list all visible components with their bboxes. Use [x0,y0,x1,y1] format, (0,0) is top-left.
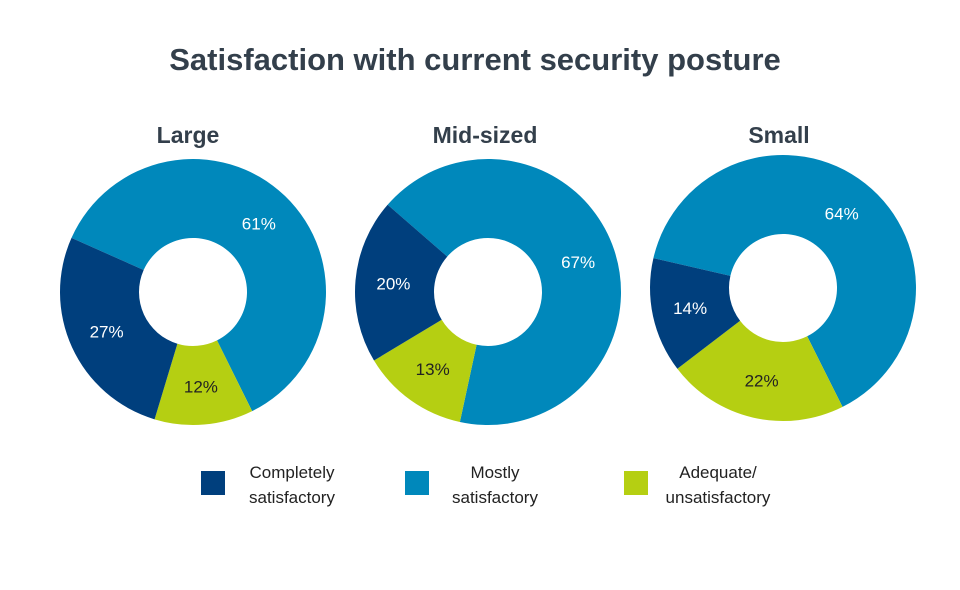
donut-mid-sized: Mid-sized 67% 13% 20% [354,122,622,425]
data-label-mid-sized-adequate: 13% [416,360,450,379]
donut-slice-small-completely [649,258,741,369]
data-label-large-completely: 27% [90,323,124,342]
donut-slice-mid-sized-mostly [387,159,622,425]
donut-title-mid-sized: Mid-sized [433,122,538,148]
donut-slice-large-adequate [154,340,253,426]
donut-title-large: Large [157,122,220,148]
donut-large: Large 61% 12% 27% [60,122,326,426]
donut-title-small: Small [748,122,809,148]
donut-slice-mid-sized-completely [354,204,448,361]
legend-swatch-completely [201,471,225,495]
data-label-mid-sized-mostly: 67% [561,253,595,272]
legend-label-mostly: Mostly satisfactory [452,463,538,507]
legend-swatch-mostly [405,471,429,495]
data-label-large-mostly: 61% [242,214,276,233]
donut-small: Small 64% 22% 14% [649,122,916,421]
donut-slice-small-mostly [653,155,916,407]
data-label-small-mostly: 64% [825,204,859,223]
data-label-large-adequate: 12% [184,378,218,397]
data-label-small-completely: 14% [673,299,707,318]
legend-label-completely: Completely satisfactory [249,463,335,507]
donut-group: Large 61% 12% 27% Mid-sized 67% 13% 20% Small 64%… [60,122,916,426]
chart-title: Satisfaction with current security postu… [169,42,781,77]
donut-slice-large-mostly [71,158,326,412]
legend-label-adequate: Adequate/unsatisfactory [666,463,771,507]
data-label-mid-sized-completely: 20% [376,275,410,294]
donut-slice-small-adequate [677,320,843,421]
legend: Completely satisfactory Mostly satisfactory… [201,463,771,507]
data-label-small-adequate: 22% [745,372,779,391]
donut-slice-mid-sized-adequate [373,319,477,422]
legend-swatch-adequate [624,471,648,495]
donut-slice-large-completely [60,237,178,420]
